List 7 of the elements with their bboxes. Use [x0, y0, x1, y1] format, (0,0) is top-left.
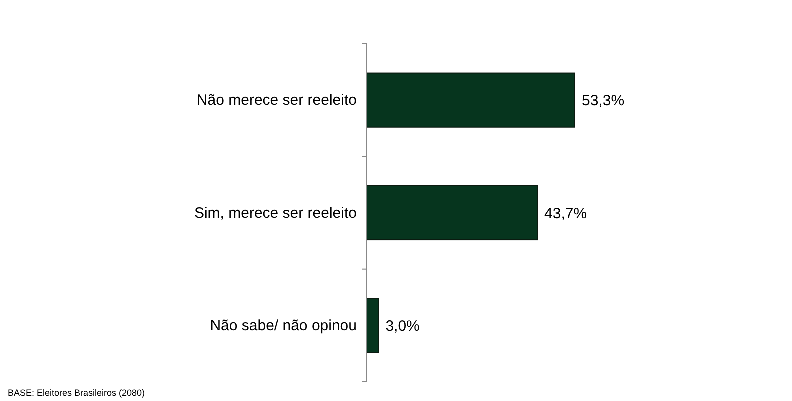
data-label: 53,3%	[582, 92, 625, 110]
y-tick-label: Sim, merece ser reeleito	[194, 204, 357, 222]
text: BASE: Eleitores Brasileiros (2080)	[8, 388, 146, 398]
data-label: 3,0%	[386, 318, 420, 335]
y-tick-label: Não merece ser reeleito	[196, 92, 357, 110]
y-tick-label: Não sabe/ não opinou	[210, 317, 357, 334]
data-label: 43,7%	[544, 205, 588, 222]
